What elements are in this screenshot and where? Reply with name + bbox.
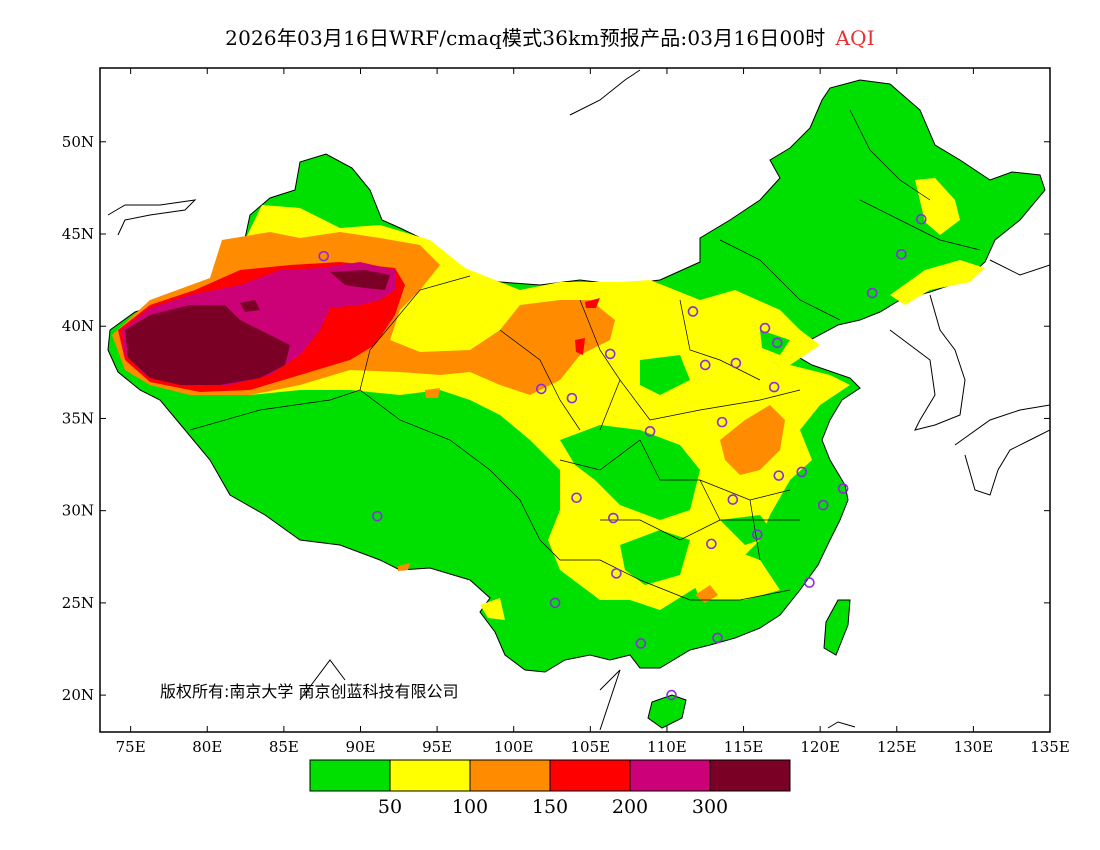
- station-marker: [318, 250, 330, 262]
- title-variable: AQI: [835, 26, 875, 50]
- y-tick-label: 30N: [62, 502, 94, 520]
- station-marker: [727, 494, 739, 505]
- map-title: 2026年03月16日WRF/cmaq模式36km预报产品:03月16日00时 A…: [0, 22, 1100, 51]
- y-axis: 20N 25N 30N 35N 40N 45N 50N: [62, 133, 1050, 704]
- station-marker: [752, 529, 763, 540]
- neighbor-coastlines: [107, 69, 1050, 731]
- legend-label: 100: [452, 796, 488, 818]
- legend-label: 150: [532, 796, 568, 818]
- legend-swatch: [309, 759, 391, 792]
- x-tick-label: 90E: [345, 738, 375, 756]
- province-boundaries: [189, 109, 981, 601]
- color-legend: 50 100 150 200 300: [309, 759, 791, 818]
- station-marker: [915, 213, 927, 225]
- legend-swatch: [549, 759, 631, 792]
- region-taiwan: [823, 599, 851, 656]
- station-marker: [687, 306, 699, 317]
- legend-swatch: [469, 759, 551, 792]
- y-tick-label: 40N: [62, 317, 94, 335]
- station-marker: [644, 426, 656, 437]
- x-tick-label: 85E: [269, 738, 299, 756]
- station-marker: [866, 287, 878, 299]
- x-tick-label: 75E: [116, 738, 146, 756]
- station-marker: [571, 492, 582, 504]
- legend-label: 200: [612, 796, 648, 818]
- station-markers: [318, 213, 927, 701]
- station-marker: [817, 499, 829, 511]
- legend-swatch: [629, 759, 711, 792]
- region-hainan: [647, 694, 687, 729]
- station-marker: [635, 638, 647, 649]
- station-marker: [706, 538, 717, 550]
- x-tick-label: 100E: [494, 738, 534, 756]
- station-marker: [604, 348, 616, 360]
- x-tick-label: 110E: [647, 738, 687, 756]
- x-tick-label: 125E: [877, 738, 917, 756]
- x-tick-label: 135E: [1030, 738, 1070, 756]
- station-marker: [372, 510, 383, 522]
- y-tick-label: 35N: [62, 409, 94, 427]
- station-marker: [666, 689, 677, 701]
- x-tick-label: 95E: [422, 738, 452, 756]
- legend-swatch: [709, 759, 791, 792]
- station-marker: [768, 381, 780, 393]
- x-tick-label: 80E: [192, 738, 222, 756]
- copyright-text: 版权所有:南京大学 南京创蓝科技有限公司: [160, 682, 458, 701]
- x-tick-label: 130E: [954, 738, 994, 756]
- x-tick-label: 115E: [724, 738, 764, 756]
- station-marker: [716, 416, 728, 428]
- station-marker: [730, 357, 742, 369]
- station-marker: [773, 470, 785, 481]
- station-marker: [759, 322, 771, 334]
- station-marker: [611, 568, 622, 579]
- legend-swatch: [389, 759, 471, 792]
- title-main: 2026年03月16日WRF/cmaq模式36km预报产品:03月16日00时: [225, 26, 826, 50]
- station-marker: [896, 248, 907, 260]
- map-frame: [99, 67, 1051, 733]
- aqi-good-patches: [560, 330, 790, 585]
- station-marker: [796, 466, 808, 478]
- station-marker: [771, 337, 783, 349]
- x-axis: 75E 80E 85E 90E 95E 100E 105E 110E 115E 120E 125E 1…: [116, 68, 1070, 756]
- y-tick-label: 20N: [62, 686, 94, 704]
- station-marker: [699, 359, 711, 371]
- y-tick-label: 45N: [62, 225, 94, 243]
- x-tick-label: 120E: [800, 738, 840, 756]
- x-tick-label: 105E: [571, 738, 611, 756]
- station-marker: [549, 597, 561, 609]
- legend-label: 300: [692, 796, 728, 818]
- station-marker: [608, 512, 619, 524]
- legend-label: 50: [378, 796, 402, 818]
- station-marker: [804, 577, 815, 588]
- aqi-hazardous-regions: [125, 270, 390, 385]
- station-marker: [535, 383, 547, 395]
- station-marker: [712, 632, 723, 644]
- station-marker: [566, 392, 578, 404]
- station-marker: [837, 483, 849, 494]
- y-tick-label: 50N: [62, 133, 94, 151]
- y-tick-label: 25N: [62, 594, 94, 612]
